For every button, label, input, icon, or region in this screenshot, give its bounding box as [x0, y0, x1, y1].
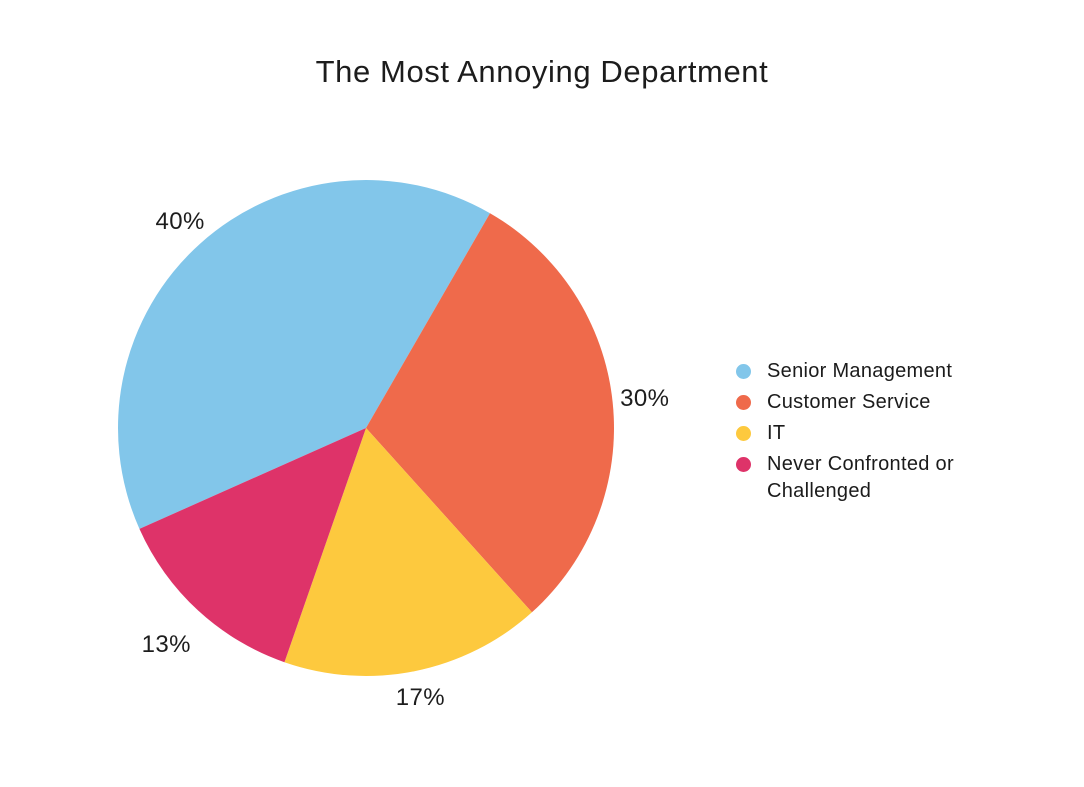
legend-item: Customer Service — [736, 389, 995, 416]
legend-label: Customer Service — [767, 391, 931, 413]
legend-item: IT — [736, 420, 995, 447]
legend-item: Never Confronted or Challenged — [736, 451, 995, 505]
legend-dot-icon — [736, 364, 751, 379]
slice-value-label: 40% — [155, 207, 205, 235]
slice-value-label: 17% — [395, 683, 446, 711]
legend-dot-icon — [736, 426, 751, 441]
pie-slice-customer-service — [366, 213, 614, 613]
slice-value-label: 13% — [141, 631, 191, 659]
legend-label: IT — [767, 422, 786, 444]
legend: Senior Management Customer Service IT Never… — [736, 358, 995, 509]
slice-value-label: 30% — [620, 384, 670, 412]
pie-slice-never-confronted-or-challenged — [139, 428, 366, 663]
legend-label: Never Confronted or Challenged — [767, 453, 954, 502]
legend-item: Senior Management — [736, 358, 995, 385]
pie-slice-it — [284, 428, 532, 677]
pie-slice-senior-management — [118, 180, 490, 529]
legend-label: Senior Management — [767, 360, 953, 382]
legend-dot-icon — [736, 457, 751, 472]
legend-dot-icon — [736, 395, 751, 410]
chart-title: The Most Annoying Department — [315, 54, 769, 89]
